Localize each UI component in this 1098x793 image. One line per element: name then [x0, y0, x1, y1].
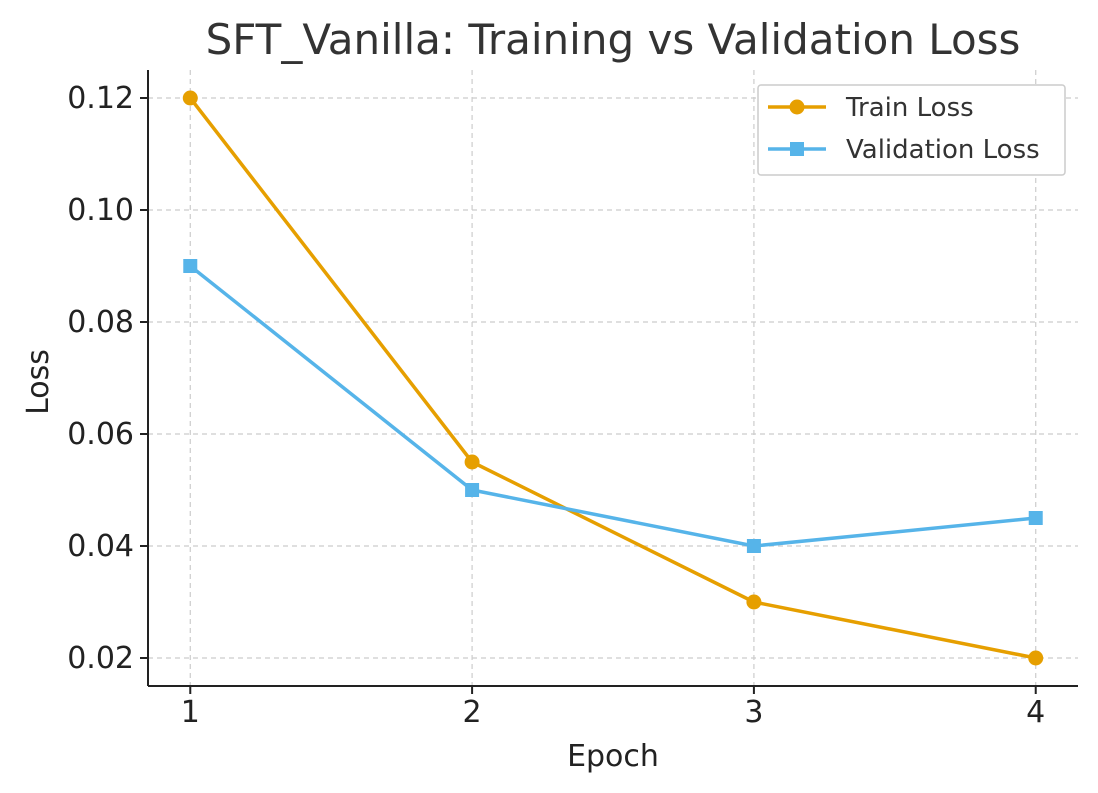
series-line	[189, 264, 1036, 548]
axes	[147, 70, 1078, 687]
x-tick-label: 4	[1026, 695, 1045, 730]
legend: Train Loss Validation Loss	[757, 84, 1066, 176]
y-axis-label: Loss	[21, 349, 56, 415]
y-tick-label: 0.06	[67, 417, 134, 452]
x-tick-label: 1	[181, 695, 200, 730]
data-point	[746, 594, 762, 610]
legend-box	[757, 84, 1066, 176]
data-point	[183, 259, 198, 273]
series-line	[188, 96, 1037, 660]
legend-label: Train Loss	[845, 93, 974, 123]
y-tick-label: 0.04	[67, 529, 134, 564]
ticks: 1 2 3 4 0.02 0.04 0.06 0.08 0.10 0.12	[67, 81, 1045, 730]
y-tick-label: 0.12	[67, 81, 134, 116]
legend-marker	[790, 142, 804, 156]
data-point	[465, 483, 480, 497]
data-point	[1028, 511, 1043, 525]
legend-entry: Validation Loss	[768, 135, 1040, 165]
series-validation-loss	[183, 259, 1043, 553]
legend-label: Validation Loss	[846, 135, 1040, 165]
y-tick-label: 0.08	[67, 305, 134, 340]
data-point	[182, 90, 198, 106]
data-point	[1028, 650, 1044, 666]
y-tick-label: 0.02	[67, 641, 134, 676]
x-tick-label: 3	[744, 695, 763, 730]
series-train-loss	[182, 90, 1044, 666]
chart-title: SFT_Vanilla: Training vs Validation Loss	[206, 15, 1021, 64]
data-point	[464, 454, 480, 470]
y-tick-label: 0.10	[67, 193, 134, 228]
data-point	[746, 539, 761, 553]
x-tick-label: 2	[463, 695, 482, 730]
series-layer	[182, 90, 1044, 666]
legend-marker	[789, 99, 805, 115]
x-axis-label: Epoch	[567, 739, 659, 774]
legend-items: Train Loss Validation Loss	[768, 93, 1040, 165]
legend-entry: Train Loss	[768, 93, 974, 123]
